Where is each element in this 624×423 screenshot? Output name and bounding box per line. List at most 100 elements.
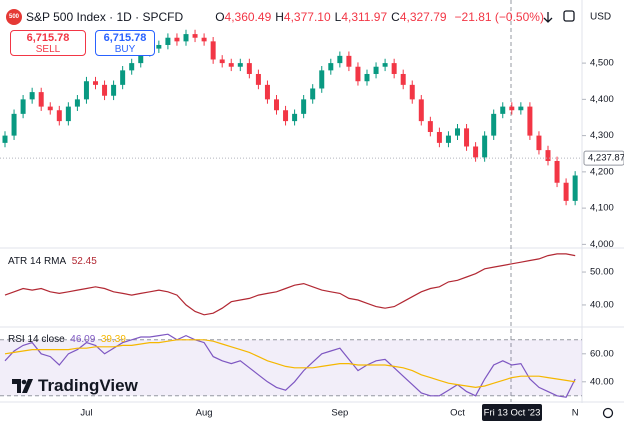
ohlc-value: 4,327.79 [399, 10, 447, 24]
indicator-line [4, 339, 576, 389]
candle-body [129, 63, 135, 71]
candle-body [418, 99, 424, 122]
ohlc-key: O [215, 10, 225, 24]
candle-body [509, 106, 515, 111]
y-tick-label: 40.00 [590, 376, 614, 387]
y-tick-label: 4,200 [590, 166, 614, 177]
ohlc-key: L [334, 10, 342, 24]
rsi-title: RSI 14 close [8, 334, 65, 345]
candle-body [473, 146, 479, 158]
candle-body [38, 92, 44, 107]
candle-body [292, 113, 298, 122]
candle-body [391, 63, 397, 74]
candle-body [228, 63, 234, 67]
candle-body [20, 99, 26, 114]
brand-name: TradingView [38, 376, 138, 395]
toolbar-icons[interactable] [543, 10, 614, 419]
atr-legend: ATR 14 RMA 52.45 [8, 256, 97, 267]
x-tick-label: Sep [331, 408, 348, 419]
candle-body [436, 131, 442, 143]
candle-body [518, 106, 524, 111]
rsi-legend: RSI 14 close 46.09 39.39 [8, 334, 126, 345]
atr-value: 52.45 [71, 256, 97, 267]
y-tick-label: 4,400 [590, 94, 614, 105]
candle-body [491, 113, 497, 136]
ohlc-value: 4,360.49 [224, 10, 272, 24]
candle-body [310, 88, 316, 100]
fullscreen-icon[interactable] [563, 10, 575, 22]
ohlc: O4,360.49 H4,377.10 L4,311.97 C4,327.79 [215, 10, 450, 24]
candle-body [319, 70, 325, 89]
settings-icon[interactable] [602, 407, 614, 419]
crosshair-label: Fri 13 Oct '23 [484, 408, 541, 419]
header: 500 S&P 500 Index · 1D · SPCFD O4,360.49… [6, 9, 544, 25]
candle-body [56, 110, 62, 122]
buy-price: 6,715.78 [103, 32, 147, 44]
buy-button[interactable]: 6,715.78 BUY [95, 30, 155, 56]
y-tick-label: 4,100 [590, 203, 614, 214]
candle-body [264, 84, 270, 100]
candle-body [255, 73, 261, 85]
candle-body [274, 99, 279, 111]
candle-body [427, 121, 433, 132]
candle-body [165, 37, 171, 45]
indicator-line [4, 253, 576, 316]
candle-body [500, 106, 506, 114]
last-price-label: 4,237.87 [588, 153, 624, 164]
candle-body [346, 55, 352, 67]
indicator-line [4, 333, 576, 398]
crosshair-label-bg [482, 404, 542, 421]
candle-body [246, 63, 252, 74]
candle-body [464, 128, 470, 147]
candle-body [74, 99, 80, 107]
candle-body [138, 52, 144, 64]
y-tick-label: 60.00 [590, 348, 614, 359]
candle-body [219, 59, 225, 64]
sell-label: SELL [35, 44, 61, 55]
candle-body [29, 92, 35, 100]
y-tick-label: 4,300 [590, 130, 614, 141]
sell-button[interactable]: 6,715.78 SELL [10, 30, 86, 56]
candle-body [337, 55, 343, 64]
symbol[interactable]: S&P 500 Index · 1D · SPCFD [26, 10, 184, 24]
buy-label: BUY [114, 44, 136, 55]
candle-body [527, 106, 533, 136]
candle-body [563, 182, 569, 201]
ohlc-value: 4,377.10 [283, 10, 331, 24]
change: −21.81 (−0.50%) [454, 10, 544, 24]
candle-body [83, 81, 89, 100]
download-icon[interactable] [543, 12, 553, 23]
x-tick-label: Jul [80, 408, 92, 419]
candle-body [536, 135, 542, 151]
candle-body [554, 160, 560, 183]
candle-body [11, 113, 17, 136]
candle-body [120, 70, 126, 85]
candle-body [400, 73, 406, 85]
x-tick-label: Oct [450, 408, 465, 419]
logo: 500 [6, 9, 22, 25]
candle-body [174, 37, 180, 42]
candle-body [111, 84, 117, 96]
last-price-box [583, 150, 624, 166]
candle-body [237, 63, 243, 67]
y-tick-label: 40.00 [590, 299, 614, 310]
brand-icon [12, 379, 33, 393]
currency[interactable]: USD [590, 12, 611, 23]
candle-body [482, 135, 488, 158]
candle-body [455, 128, 460, 136]
brand: TradingView [12, 376, 138, 396]
candle-body [156, 44, 162, 49]
candle-body [210, 41, 216, 60]
candle-body [301, 99, 307, 114]
ohlc-value: 4,311.97 [341, 10, 388, 24]
rsi-ma-value: 39.39 [100, 334, 126, 345]
atr-title: ATR 14 RMA [8, 256, 67, 267]
candle-body [93, 81, 98, 85]
candle-body [283, 110, 289, 122]
candle-body [2, 135, 8, 143]
y-tick-label: 4,000 [590, 239, 614, 250]
candle-body [373, 66, 379, 74]
candle-body [183, 34, 189, 42]
